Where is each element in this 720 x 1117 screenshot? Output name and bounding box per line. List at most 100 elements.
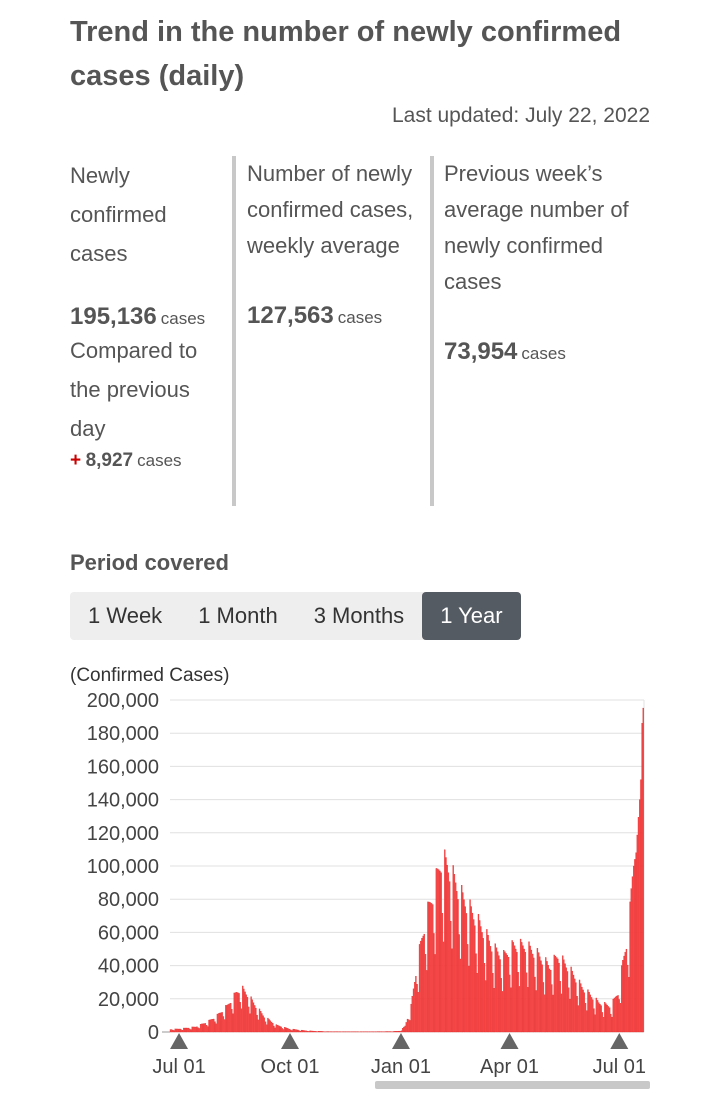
bar	[223, 1019, 226, 1033]
bar	[309, 1030, 311, 1033]
bar	[385, 1031, 387, 1033]
bar	[276, 1025, 279, 1033]
bar	[482, 938, 484, 1033]
bar	[427, 901, 429, 1033]
page-title: Trend in the number of newly confirmed c…	[70, 16, 622, 92]
bar	[612, 998, 614, 1033]
stat-weekly-avg-value: 127,563	[247, 302, 334, 329]
bar	[225, 1005, 227, 1033]
bar	[249, 1013, 251, 1033]
bar	[183, 1027, 185, 1033]
bar	[201, 1023, 203, 1033]
bar	[553, 954, 555, 1033]
bar	[322, 1031, 324, 1033]
tab-1-month[interactable]: 1 Month	[198, 603, 278, 628]
bar	[311, 1030, 314, 1033]
y-tick-label: 60,000	[98, 922, 159, 944]
bar	[193, 1026, 196, 1033]
bar	[231, 1009, 233, 1033]
stat-prev-week-avg: Previous week’s average number of newly …	[444, 156, 650, 506]
bar	[602, 1017, 605, 1033]
bar	[640, 779, 642, 1033]
bar	[410, 1003, 412, 1033]
bar	[198, 1028, 201, 1033]
bar	[252, 1002, 255, 1033]
tab-3-months[interactable]: 3 Months	[313, 603, 405, 628]
tab-1-year[interactable]: 1 Year	[422, 592, 521, 640]
bar	[433, 933, 435, 1033]
stat-weekly-avg-unit: cases	[337, 308, 383, 327]
x-tick-marker	[281, 1033, 300, 1049]
y-tick-label: 200,000	[87, 690, 159, 712]
bar	[275, 1024, 278, 1033]
bar	[463, 899, 465, 1033]
bar	[577, 1005, 579, 1033]
bar	[470, 906, 472, 1033]
bar	[179, 1028, 181, 1033]
bar	[434, 954, 436, 1033]
bar	[422, 935, 424, 1033]
bar	[451, 948, 453, 1033]
bar	[563, 959, 565, 1033]
diff-unit: cases	[137, 451, 182, 470]
bar	[551, 984, 553, 1033]
bar	[442, 941, 445, 1033]
bar	[415, 976, 417, 1033]
bar	[237, 992, 239, 1033]
bar	[245, 994, 247, 1033]
bar	[507, 956, 510, 1033]
bar	[319, 1031, 321, 1033]
bar	[411, 995, 413, 1033]
bar	[429, 902, 432, 1033]
bar	[545, 957, 547, 1033]
bar	[584, 1003, 587, 1033]
bar	[304, 1030, 306, 1033]
bar	[320, 1031, 322, 1033]
bar	[203, 1023, 205, 1033]
bar	[452, 865, 454, 1033]
bar	[447, 872, 450, 1033]
bar	[516, 952, 518, 1033]
bar	[314, 1031, 316, 1033]
y-tick-label: 100,000	[87, 856, 159, 878]
bar	[268, 1019, 270, 1033]
bar	[611, 1016, 613, 1033]
bar	[548, 968, 551, 1033]
bar	[423, 933, 425, 1033]
bar	[568, 987, 570, 1033]
bar	[280, 1026, 282, 1033]
y-tick-label: 180,000	[87, 723, 159, 745]
bar	[281, 1028, 284, 1033]
bar	[569, 998, 571, 1033]
bar	[590, 997, 593, 1033]
bar	[269, 1020, 272, 1033]
bar	[296, 1029, 298, 1033]
bar	[501, 991, 504, 1033]
bar	[608, 1007, 611, 1033]
bar	[250, 996, 252, 1033]
stat-new-cases-value: 195,136	[70, 303, 157, 330]
tab-1-week[interactable]: 1 Week	[88, 603, 163, 628]
bar	[510, 987, 512, 1033]
bar	[284, 1027, 286, 1033]
bar	[232, 1013, 234, 1033]
bar	[619, 1003, 622, 1033]
bar	[430, 903, 433, 1033]
chart-scrollbar[interactable]	[375, 1081, 650, 1089]
bar	[465, 913, 468, 1033]
bar	[216, 1013, 219, 1033]
bar	[564, 963, 566, 1033]
stat-divider	[430, 156, 434, 506]
bar	[181, 1029, 184, 1033]
bar	[399, 1031, 401, 1033]
bar	[234, 992, 237, 1033]
bar	[174, 1028, 176, 1033]
bar	[481, 932, 483, 1033]
bar	[527, 987, 529, 1033]
bar	[446, 864, 448, 1033]
bar	[550, 969, 552, 1033]
y-axis-label: (Confirmed Cases)	[70, 665, 229, 686]
bar	[565, 967, 567, 1033]
bar	[315, 1031, 317, 1033]
bar	[417, 992, 419, 1033]
